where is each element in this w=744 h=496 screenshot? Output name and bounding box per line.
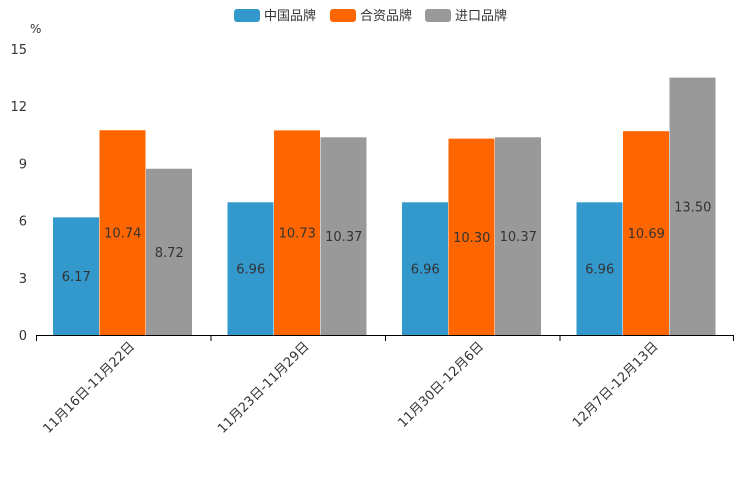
data-label-2-1: 6.96 [236,263,265,278]
data-label-1-3: 8.72 [155,246,184,261]
data-label-2-3: 10.37 [325,230,362,245]
y-axis-label: % [30,22,41,36]
bar-1-3 [146,168,192,335]
x-axis: 11月16日-11月22日 11月23日-11月29日 11月30日-12月6日 12… [36,335,734,437]
bar-4-1 [576,202,623,335]
x-tick-label-2: 11月23日-11月29日 [215,339,312,436]
x-tick-label-1: 11月16日-11月22日 [41,339,138,436]
bar-2-3 [320,137,367,335]
bar-3-3 [495,137,541,335]
legend-label-3: 进口品牌 [455,8,507,24]
legend-swatch-2 [330,9,356,22]
bar-3-1 [402,202,448,335]
data-label-1-2: 10.74 [104,227,141,242]
y-tick-label-0: 0 [19,329,27,344]
bar-1-2 [99,130,146,335]
y-tick-label-6: 6 [19,215,27,230]
x-tick-label-3: 11月30日-12月6日 [395,339,487,431]
bar-4-2 [623,131,669,335]
y-tick-label-9: 9 [19,157,27,172]
bar-3-2 [448,138,495,335]
bar-2-2 [274,130,320,335]
legend-swatch-3 [425,9,451,22]
y-tick-label-3: 3 [19,272,27,287]
data-label-3-3: 10.37 [500,230,537,245]
data-label-4-1: 6.96 [585,263,614,278]
legend-swatch-1 [234,9,260,22]
y-tick-label-15: 15 [10,43,27,58]
bars-group: 6.17 10.74 8.72 6.96 10.73 10.37 6.96 10.30 10.3… [53,77,716,335]
data-label-2-2: 10.73 [279,227,316,242]
y-axis: 0 3 6 9 12 15 [10,43,27,344]
data-label-3-2: 10.30 [453,231,490,246]
data-label-1-1: 6.17 [62,270,91,285]
data-label-4-3: 13.50 [674,200,711,215]
x-tick-label-4: 12月7日-12月13日 [570,339,662,431]
bar-2-1 [227,202,274,335]
data-label-3-1: 6.96 [411,263,440,278]
bar-1-1 [53,217,99,335]
y-tick-label-12: 12 [10,100,27,115]
legend: 中国品牌 合资品牌 进口品牌 [234,8,507,24]
legend-label-2: 合资品牌 [360,8,412,24]
data-label-4-2: 10.69 [628,227,665,242]
legend-label-1: 中国品牌 [264,8,316,24]
bar-4-3 [669,77,716,335]
